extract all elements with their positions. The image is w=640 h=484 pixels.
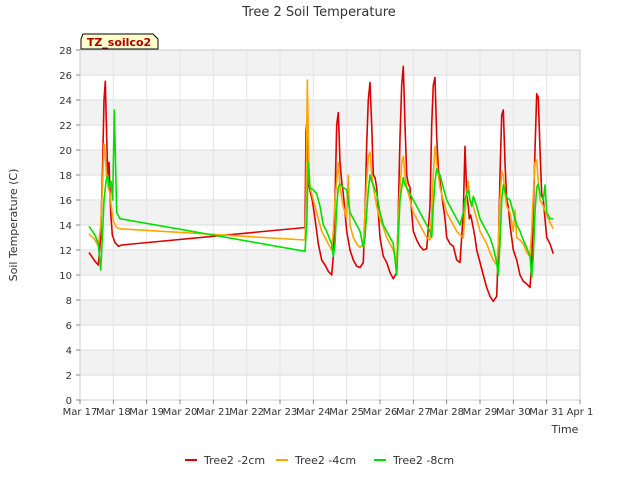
y-tick-label: 12 (59, 246, 72, 257)
site-label: TZ_soilco2 (80, 33, 159, 50)
y-tick-label: 16 (59, 196, 72, 207)
series-group (88, 65, 555, 303)
plot-band (80, 325, 580, 350)
x-tick-label: Mar 31 (529, 407, 564, 418)
y-tick-label: 26 (59, 71, 72, 82)
site-label-box (80, 33, 159, 50)
y-axis-label: Soil Temperature (C) (7, 169, 20, 282)
x-tick-label: Mar 22 (229, 407, 264, 418)
x-tick-label: Mar 17 (63, 407, 98, 418)
legend-label-1: Tree2 -2cm (203, 454, 265, 467)
y-tick-label: 10 (59, 271, 72, 282)
y-tick-label: 4 (66, 346, 72, 357)
x-tick-label: Mar 26 (363, 407, 398, 418)
x-tick-label: Mar 18 (96, 407, 131, 418)
series-line-3 (88, 109, 554, 279)
plot-band (80, 50, 580, 75)
y-tick-label: 20 (59, 146, 72, 157)
y-tick-label: 24 (59, 96, 72, 107)
y-tick-label: 0 (66, 396, 72, 407)
x-tick-label: Mar 27 (396, 407, 431, 418)
x-tick-label: Apr 1 (567, 407, 594, 418)
x-tick-label: Mar 25 (329, 407, 364, 418)
plot-band (80, 300, 580, 325)
plot-band (80, 125, 580, 150)
legend-label-3: Tree2 -8cm (392, 454, 454, 467)
y-tick-label: 14 (59, 221, 72, 232)
legend-label-2: Tree2 -4cm (294, 454, 356, 467)
series-line-1 (88, 65, 555, 303)
x-tick-label: Mar 20 (163, 407, 198, 418)
x-tick-label: Mar 28 (429, 407, 464, 418)
x-tick-label: Mar 29 (463, 407, 498, 418)
chart-title: Tree 2 Soil Temperature (241, 5, 396, 20)
y-tick-label: 6 (66, 321, 72, 332)
y-tick-label: 28 (59, 46, 72, 57)
y-tick-label: 2 (66, 371, 72, 382)
series-line-2 (88, 79, 555, 266)
plot-band (80, 350, 580, 375)
plot-band (80, 275, 580, 300)
x-tick-label: Mar 21 (196, 407, 231, 418)
plot-band (80, 175, 580, 200)
x-tick-label: Mar 24 (296, 407, 331, 418)
plot-band (80, 75, 580, 100)
y-tick-label: 18 (59, 171, 72, 182)
x-tick-label: Mar 23 (263, 407, 298, 418)
plot-band (80, 375, 580, 400)
x-axis-label: Time (551, 423, 579, 436)
plot-band (80, 100, 580, 125)
x-tick-label: Mar 30 (496, 407, 531, 418)
plot-band (80, 250, 580, 275)
plot-band (80, 150, 580, 175)
y-tick-label: 8 (66, 296, 72, 307)
plot-band (80, 200, 580, 225)
legend: Tree2 -2cm Tree2 -4cm Tree2 -8cm (185, 454, 454, 467)
x-tick-label: Mar 19 (129, 407, 164, 418)
site-label-text: TZ_soilco2 (87, 36, 151, 49)
y-tick-label: 22 (59, 121, 72, 132)
